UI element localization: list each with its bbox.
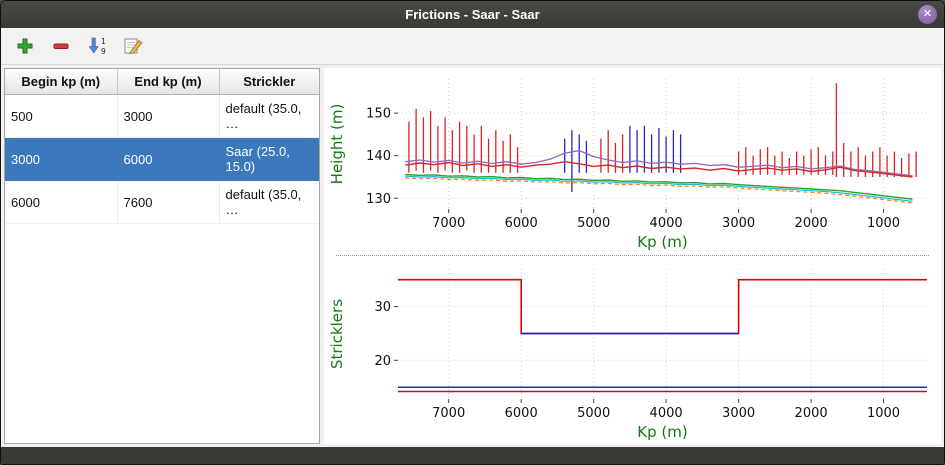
table-cell[interactable]: 3000 xyxy=(117,94,220,138)
sort-1-9-icon: 1 9 xyxy=(87,36,107,56)
frictions-table: Begin kp (m) End kp (m) Strickler 500 300… xyxy=(5,69,319,224)
svg-text:5000: 5000 xyxy=(577,216,610,231)
svg-text:1000: 1000 xyxy=(867,216,900,231)
table-cell[interactable]: 7600 xyxy=(117,180,220,224)
stricklers-chart-host: 7000 6000 5000 4000 3000 2000 1000 20 30 Kp (m) St… xyxy=(326,260,939,443)
table-cell[interactable]: 3000 xyxy=(5,137,118,181)
charts-panel: 7000 6000 5000 4000 3000 2000 1000 130 140 150 Kp … xyxy=(324,68,941,444)
svg-text:2000: 2000 xyxy=(795,216,828,231)
plus-icon xyxy=(16,37,34,55)
remove-friction-button[interactable] xyxy=(47,32,75,60)
window-title: Frictions - Saar - Saar xyxy=(405,7,540,22)
svg-text:3000: 3000 xyxy=(722,406,755,421)
svg-text:130: 130 xyxy=(366,192,391,207)
status-bar xyxy=(1,447,944,464)
svg-text:1000: 1000 xyxy=(867,406,900,421)
main-area: Begin kp (m) End kp (m) Strickler 500 300… xyxy=(1,65,944,447)
table-row[interactable]: 6000 7600 default (35.0, … xyxy=(5,180,319,224)
stricklers-chart: 7000 6000 5000 4000 3000 2000 1000 20 30 Kp (m) St… xyxy=(328,268,927,441)
frictions-table-panel: Begin kp (m) End kp (m) Strickler 500 300… xyxy=(4,68,320,444)
svg-text:4000: 4000 xyxy=(650,406,683,421)
table-cell[interactable]: Saar (25.0, 15.0) xyxy=(219,137,319,181)
svg-text:1: 1 xyxy=(101,37,106,46)
height-profile-chart-host: 7000 6000 5000 4000 3000 2000 1000 130 140 150 Kp … xyxy=(326,70,939,253)
svg-text:6000: 6000 xyxy=(505,406,538,421)
svg-text:Height (m): Height (m) xyxy=(328,104,346,185)
edit-icon xyxy=(123,36,143,56)
table-cell[interactable]: 6000 xyxy=(117,137,220,181)
sort-button[interactable]: 1 9 xyxy=(83,32,111,60)
svg-text:30: 30 xyxy=(374,300,391,315)
toolbar: 1 9 xyxy=(1,28,944,65)
edit-friction-button[interactable] xyxy=(119,32,147,60)
svg-text:Kp (m): Kp (m) xyxy=(637,423,687,441)
height-profile-chart: 7000 6000 5000 4000 3000 2000 1000 130 140 150 Kp … xyxy=(328,79,927,251)
charts-splitter[interactable] xyxy=(336,254,929,260)
svg-text:3000: 3000 xyxy=(722,216,755,231)
column-header-strickler[interactable]: Strickler xyxy=(219,69,319,95)
titlebar[interactable]: Frictions - Saar - Saar ✕ xyxy=(1,1,944,28)
svg-text:2000: 2000 xyxy=(795,406,828,421)
close-button[interactable]: ✕ xyxy=(918,5,937,24)
column-header-end-kp[interactable]: End kp (m) xyxy=(117,69,220,95)
table-row[interactable]: 500 3000 default (35.0, … xyxy=(5,94,319,138)
svg-text:20: 20 xyxy=(374,353,391,368)
svg-text:5000: 5000 xyxy=(577,406,610,421)
column-header-begin-kp[interactable]: Begin kp (m) xyxy=(5,69,118,95)
svg-text:140: 140 xyxy=(366,149,391,164)
table-cell[interactable]: 6000 xyxy=(5,180,118,224)
svg-text:7000: 7000 xyxy=(432,216,465,231)
table-cell[interactable]: 500 xyxy=(5,94,118,138)
close-icon: ✕ xyxy=(922,8,933,20)
svg-text:9: 9 xyxy=(101,47,106,56)
table-cell[interactable]: default (35.0, … xyxy=(219,94,319,138)
svg-text:150: 150 xyxy=(366,107,391,122)
svg-text:Stricklers: Stricklers xyxy=(328,298,346,368)
minus-icon xyxy=(52,37,70,55)
frictions-table-body: 500 3000 default (35.0, … 3000 6000 Saar (25.… xyxy=(5,94,319,224)
svg-text:6000: 6000 xyxy=(505,216,538,231)
table-row[interactable]: 3000 6000 Saar (25.0, 15.0) xyxy=(5,137,319,181)
svg-text:7000: 7000 xyxy=(432,406,465,421)
table-cell[interactable]: default (35.0, … xyxy=(219,180,319,224)
svg-text:Kp (m): Kp (m) xyxy=(637,233,687,251)
add-friction-button[interactable] xyxy=(11,32,39,60)
svg-text:4000: 4000 xyxy=(650,216,683,231)
